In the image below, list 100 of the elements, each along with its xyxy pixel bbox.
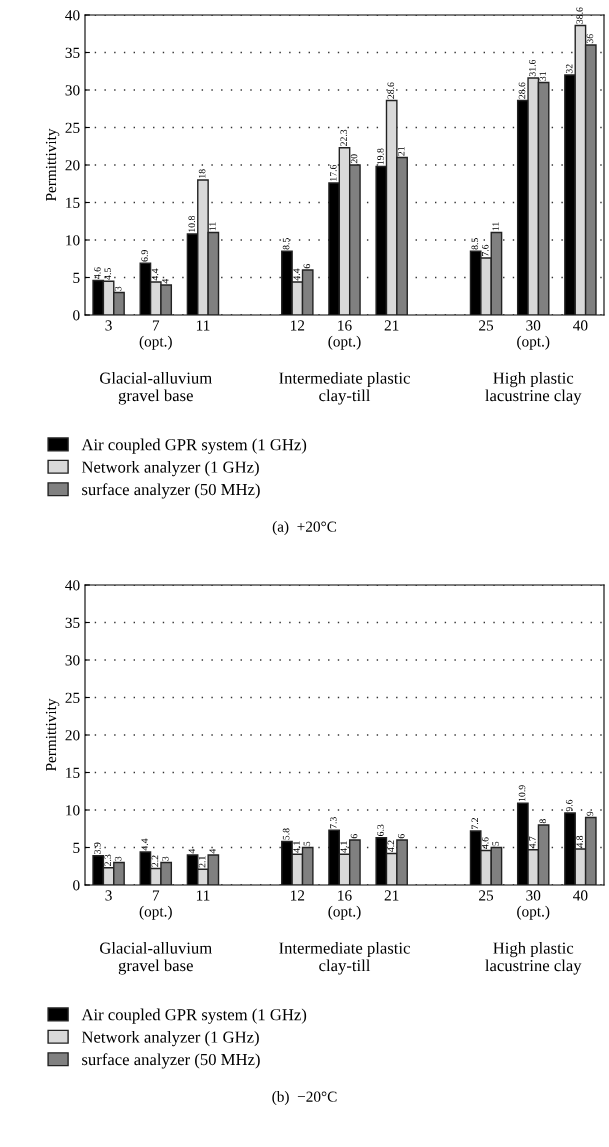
y-axis-title: Permittivity [45,128,60,202]
text: Glacial-alluvium gravel base [100,942,212,975]
data-label: 4.4 [293,268,300,281]
data-label: 31.6 [529,59,536,77]
data-label: 4 [188,848,195,854]
y-tick-label: 30 [65,655,80,666]
x-tick-label: 25 [479,890,494,901]
data-label: 3 [114,286,122,291]
data-label: 21 [397,146,405,156]
data-label: 4.6 [481,837,489,849]
data-label: 4.4 [141,838,148,851]
data-label: 32 [565,64,573,74]
data-label: 9.6 [565,799,573,812]
data-label: 4.1 [293,841,300,853]
x-tick-label: 21 [384,320,399,331]
data-label: 4.5 [104,268,112,280]
text: High plastic lacustrine clay [485,372,582,405]
data-label: 17.6 [330,164,337,181]
data-label: 5.8 [282,828,290,840]
y-axis-title: Permittivity [45,698,60,772]
x-tick-label: 40 [573,320,588,331]
data-label: 5 [492,841,499,846]
data-label: 6 [350,834,358,839]
x-tick-label: 12 [291,320,305,331]
legend-label: Air coupled GPR system (1 GHz) [81,1008,307,1024]
data-label: 3.9 [94,842,101,854]
data-label: 4.2 [387,840,395,852]
data-label: 5 [303,841,311,846]
legend-label: surface analyzer (50 MHz) [82,1053,260,1069]
data-label: 7.6 [481,244,489,256]
y-tick-label: 5 [73,272,80,283]
y-tick-label: 40 [65,10,80,21]
text: (b) −20°C [272,1091,337,1105]
data-label: 7.3 [330,817,337,829]
text: Intermediate plastic clay-till [279,372,410,405]
data-label: 11 [209,222,216,231]
data-label: 2.2 [151,855,159,867]
x-tick-label: 21 [384,890,399,901]
data-label: 4 [209,848,216,854]
y-tick-label: 40 [65,580,80,591]
legend-label: Network analyzer (1 GHz) [81,1031,259,1047]
data-label: 9 [586,811,594,816]
text: High plastic lacustrine clay [485,942,582,975]
y-tick-label: 35 [65,47,80,58]
data-label: 4.4 [151,268,159,281]
y-tick-label: 10 [66,805,80,816]
x-tick-label: 12 [291,890,305,901]
data-label: 6.9 [141,250,148,262]
x-tick-label: 7 (opt.) [139,320,172,350]
data-label: 36 [586,34,594,44]
x-tick-label: 25 [479,320,494,331]
x-tick-label: 30 (opt.) [517,320,550,350]
x-tick-label: 11 [196,320,210,331]
data-label: 11 [492,222,499,231]
data-label: 8 [539,819,547,824]
data-label: 6.3 [377,824,384,836]
y-tick-label: 0 [73,310,80,321]
data-label: 19.8 [377,148,384,165]
data-label: 28.6 [387,82,395,99]
y-tick-label: 25 [65,122,80,133]
data-label: 10.9 [518,785,526,802]
x-tick-label: 30 (opt.) [517,890,550,920]
data-label: 28.6 [518,82,526,99]
data-label: 3 [114,856,122,861]
x-tick-label: 16 (opt.) [328,320,361,350]
data-label: 4 [162,278,169,284]
data-label: 2.1 [198,856,206,868]
x-tick-label: 3 [105,890,112,901]
y-tick-label: 15 [66,197,80,208]
data-label: 10.8 [188,215,196,232]
data-label: 3 [162,856,169,861]
data-label: 4.8 [576,835,583,848]
y-tick-label: 25 [65,692,80,703]
data-label: 31 [539,71,547,81]
x-tick-label: 3 [105,320,112,331]
x-tick-label: 40 [573,890,588,901]
y-tick-label: 20 [65,160,80,171]
legend-label: Network analyzer (1 GHz) [81,461,259,477]
y-tick-label: 0 [73,880,80,891]
data-label: 7.2 [471,817,479,829]
y-tick-label: 10 [66,235,80,246]
y-tick-label: 20 [65,730,80,741]
x-tick-label: 16 (opt.) [328,890,361,920]
y-tick-label: 15 [66,767,80,778]
data-label: 8.5 [471,238,479,250]
data-label: 4.7 [529,836,536,849]
data-label: 6 [303,264,311,269]
text: Glacial-alluvium gravel base [100,372,212,405]
data-label: 2.3 [104,854,112,866]
data-label: 18 [198,169,206,178]
data-label: 4.1 [340,841,347,853]
data-label: 6 [397,834,405,839]
data-label: 22.3 [340,129,347,146]
data-label: 8.5 [282,238,290,250]
x-tick-label: 7 (opt.) [139,890,172,920]
y-tick-label: 35 [65,617,80,628]
y-tick-label: 5 [73,842,80,853]
x-tick-label: 11 [196,890,210,901]
data-label: 20 [350,154,358,164]
data-label: 4.6 [94,267,101,279]
